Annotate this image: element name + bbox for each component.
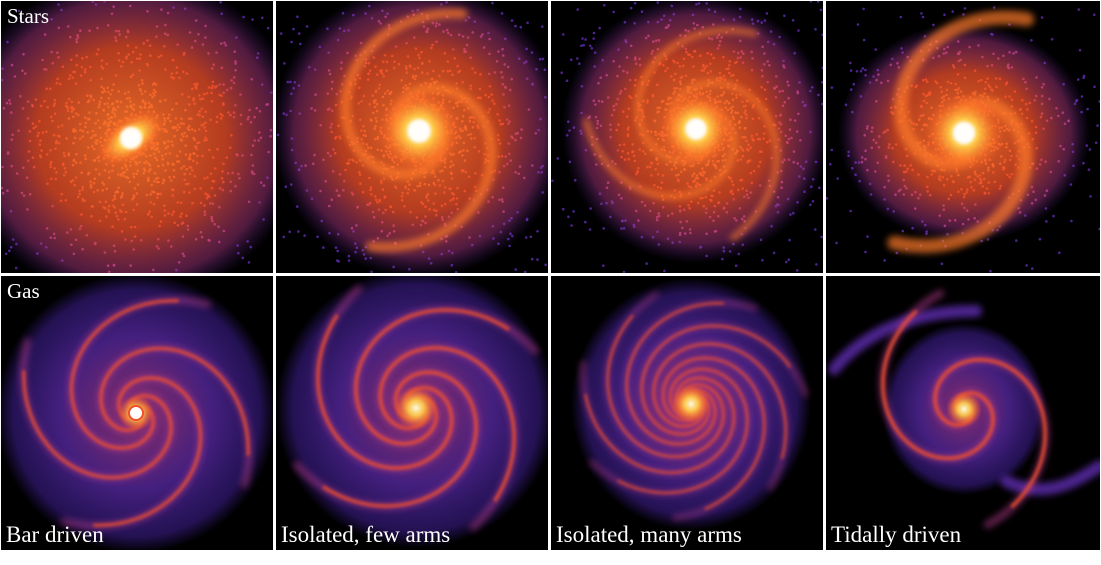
stars-bar-driven-image [1,1,273,273]
column-label-bar-driven: Bar driven [6,522,104,547]
column-label-isolated-many-arms: Isolated, many arms [556,522,742,547]
panel-stars-isolated-few-arms [276,1,548,273]
row-label-stars: Stars [7,4,49,28]
gas-bar-driven-image [1,276,273,550]
panel-stars-isolated-many-arms [551,1,823,273]
panel-gas-isolated-few-arms: Isolated, few arms [276,276,548,550]
galaxy-simulation-figure: Stars Gas Bar driven Isolated, few arms … [0,0,1101,552]
panel-stars-tidally-driven [826,1,1100,273]
row-label-gas: Gas [7,279,40,303]
column-label-tidally-driven: Tidally driven [831,522,962,547]
panel-gas-isolated-many-arms: Isolated, many arms [551,276,823,550]
stars-isolated-few-arms-image [276,1,548,273]
panel-gas-bar-driven: Gas Bar driven [1,276,273,550]
column-label-isolated-few-arms: Isolated, few arms [281,522,451,547]
stars-tidally-driven-image [826,6,1100,273]
gas-isolated-few-arms-image [276,276,548,548]
stars-isolated-many-arms-image [551,1,823,273]
panel-stars-bar-driven: Stars [1,1,273,273]
gas-isolated-many-arms-image [571,278,811,530]
gas-tidally-driven-image [828,289,1100,529]
panel-gas-tidally-driven: Tidally driven [826,276,1100,550]
